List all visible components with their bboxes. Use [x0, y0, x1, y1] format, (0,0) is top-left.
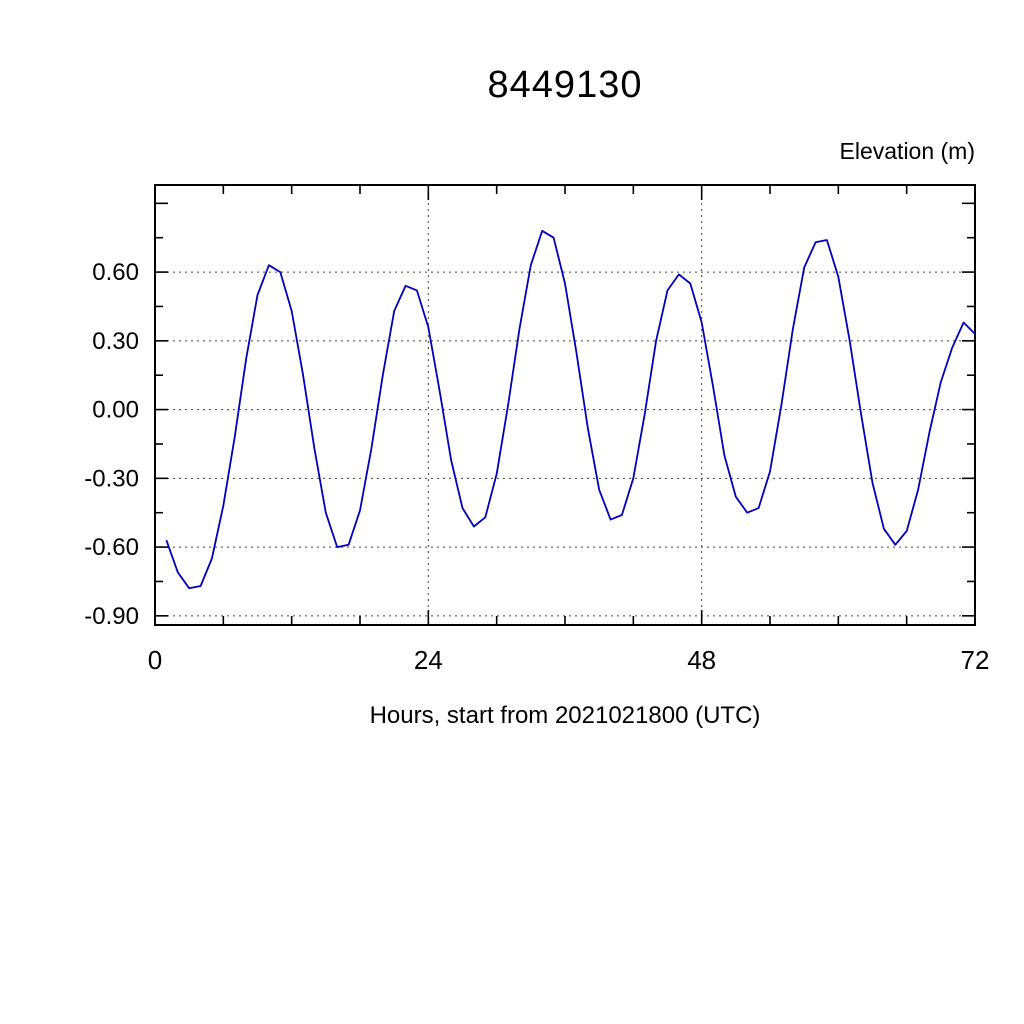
x-tick-label: 48	[687, 645, 716, 675]
y-tick-label: -0.90	[84, 603, 139, 630]
y-tick-label: 0.00	[92, 397, 139, 424]
x-tick-label: 72	[961, 645, 990, 675]
chart-title: 8449130	[487, 64, 643, 106]
y-tick-label: 0.60	[92, 259, 139, 286]
chart-canvas: 0 24 48 72 0.60 0.30 0.00 -0.30 -0.60 -0.90	[84, 184, 990, 675]
plot-border	[154, 184, 976, 626]
x-tick-label: 24	[414, 645, 443, 675]
x-axis-title: Hours, start from 2021021800 (UTC)	[369, 702, 761, 729]
y-axis-title: Elevation (m)	[839, 138, 975, 164]
elevation-series-line	[165, 229, 976, 590]
x-tick-label: 0	[148, 645, 162, 675]
y-tick-label: -0.60	[84, 534, 139, 561]
y-tick-label: 0.30	[92, 328, 139, 355]
y-tick-label: -0.30	[84, 465, 139, 492]
